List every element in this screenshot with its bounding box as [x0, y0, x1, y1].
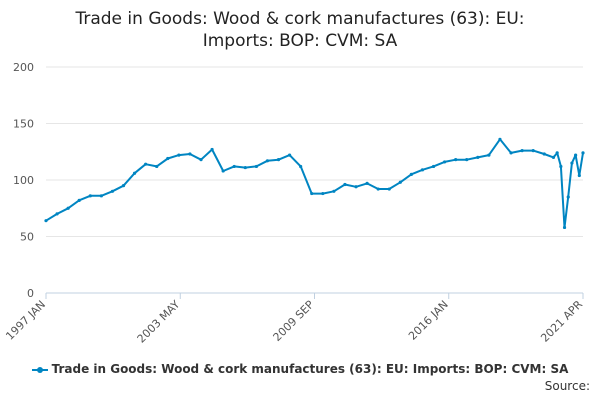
data-point [354, 185, 358, 189]
data-point [199, 158, 203, 162]
data-point [310, 191, 314, 196]
data-point [387, 187, 391, 191]
data-point [44, 219, 48, 223]
data-point [232, 164, 236, 169]
data-point [398, 180, 402, 184]
source-label: Source: [544, 379, 590, 393]
data-point [520, 149, 524, 153]
legend[interactable]: Trade in Goods: Wood & cork manufactures… [0, 362, 600, 376]
data-point [581, 151, 585, 155]
data-point [155, 164, 159, 169]
data-point [555, 151, 559, 155]
data-point [66, 206, 70, 210]
data-point [210, 147, 214, 152]
y-tick-label: 100 [13, 174, 34, 187]
y-tick-label: 200 [13, 61, 34, 74]
data-point [299, 164, 303, 169]
data-point [570, 161, 574, 165]
data-point [542, 152, 546, 156]
data-point [243, 165, 247, 170]
data-point [574, 153, 578, 157]
data-point [254, 164, 258, 169]
data-point [559, 164, 563, 169]
data-point [454, 158, 458, 162]
data-point [88, 194, 92, 198]
data-point [132, 171, 137, 175]
data-point [55, 212, 59, 216]
chart-title-line-2: Imports: BOP: CVM: SA [202, 31, 398, 51]
data-point [287, 153, 292, 157]
legend-series-label: Trade in Goods: Wood & cork manufactures… [51, 362, 569, 376]
series-line [45, 138, 584, 229]
data-point [365, 181, 369, 185]
x-tick-label: 2003 MAY [135, 298, 183, 346]
data-point [99, 194, 103, 198]
data-point [509, 151, 513, 155]
y-tick-label: 50 [20, 231, 34, 244]
chart-title-line-1: Trade in Goods: Wood & cork manufactures… [75, 9, 525, 29]
data-point [77, 198, 81, 202]
data-point [376, 187, 380, 191]
data-point [577, 173, 581, 178]
x-tick-label: 1997 JAN [3, 298, 48, 343]
data-point [431, 164, 436, 169]
data-point [332, 189, 336, 193]
data-point [265, 159, 270, 163]
data-point [188, 152, 192, 156]
y-tick-label: 0 [27, 287, 34, 300]
data-point [476, 155, 480, 159]
data-point [487, 153, 491, 157]
data-point [420, 168, 425, 172]
data-point [321, 191, 325, 196]
x-tick-label: 2016 JAN [406, 298, 451, 343]
x-tick-label: 2009 SEP [271, 298, 317, 344]
data-point [110, 189, 115, 193]
x-tick-label: 2021 APR [538, 298, 585, 345]
data-point [531, 149, 535, 153]
y-tick-label: 150 [13, 118, 34, 131]
data-point [498, 137, 502, 141]
data-point [343, 182, 347, 187]
data-point [465, 158, 469, 162]
data-point [551, 155, 556, 159]
data-point [121, 184, 126, 188]
chart-title: Trade in Goods: Wood & cork manufactures… [0, 8, 600, 52]
data-point [166, 156, 170, 161]
data-point [566, 195, 570, 199]
data-point [177, 153, 181, 157]
data-point [221, 169, 225, 173]
data-point [276, 158, 281, 162]
data-point [562, 225, 567, 230]
legend-series-marker [31, 365, 48, 375]
data-point [144, 162, 148, 166]
data-point [442, 160, 447, 164]
data-point [409, 172, 413, 176]
